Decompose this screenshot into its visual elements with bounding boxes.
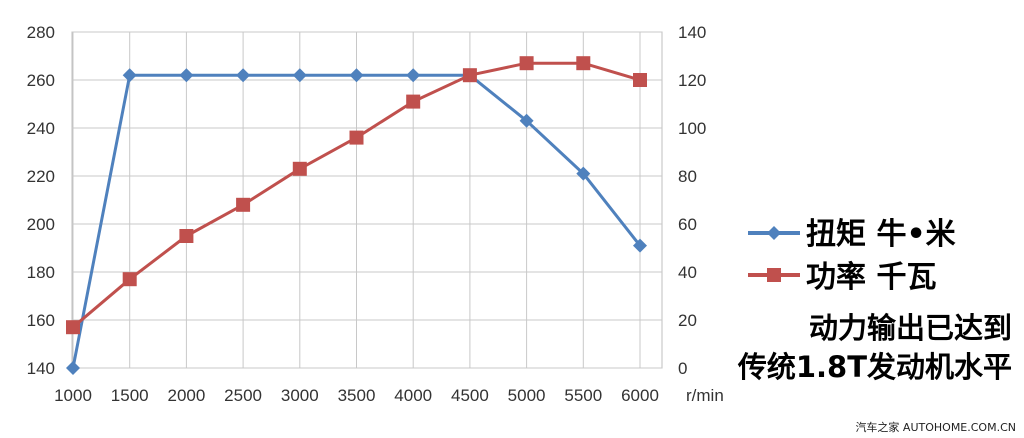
- y-right-tick-label: 140: [678, 23, 706, 42]
- power-data-point: [519, 56, 534, 71]
- x-tick-label: 5500: [564, 386, 602, 405]
- y-right-tick-label: 0: [678, 359, 687, 378]
- y-left-tick-label: 200: [27, 215, 55, 234]
- plot-area: [71, 31, 663, 369]
- torque-data-point: [576, 166, 591, 181]
- x-axis-unit-label: r/min: [686, 386, 724, 405]
- y-left-tick-label: 260: [27, 71, 55, 90]
- torque-data-point: [349, 68, 364, 83]
- x-tick-label: 4000: [394, 386, 432, 405]
- power-data-point: [292, 161, 307, 176]
- x-tick-label: 5000: [508, 386, 546, 405]
- y-left-tick-label: 220: [27, 167, 55, 186]
- y-left-tick-label: 180: [27, 263, 55, 282]
- series-lines: [66, 56, 647, 375]
- torque-data-point: [519, 113, 534, 128]
- legend-label-torque: 扭矩 牛•米: [806, 217, 956, 252]
- y-left-tick-label: 160: [27, 311, 55, 330]
- legend-marker-torque: [767, 226, 781, 240]
- x-tick-label: 2500: [224, 386, 262, 405]
- power-data-point: [122, 272, 137, 287]
- torque-data-point: [633, 238, 647, 253]
- power-data-point: [406, 94, 421, 109]
- y-left-tick-label: 280: [27, 23, 55, 42]
- y-left-tick-label: 240: [27, 119, 55, 138]
- legend-label-power: 功率 千瓦: [806, 260, 936, 295]
- legend: 扭矩 牛•米 功率 千瓦: [748, 217, 956, 295]
- gridlines: [72, 31, 662, 369]
- power-data-point: [633, 73, 647, 87]
- x-tick-label: 6000: [621, 386, 659, 405]
- y-right-tick-label: 60: [678, 215, 697, 234]
- annotation-line-2: 传统1.8T发动机水平: [737, 350, 1012, 384]
- torque-data-point: [406, 68, 421, 83]
- annotation-line-1: 动力输出已达到: [809, 311, 1012, 345]
- torque-data-point: [179, 68, 194, 83]
- power-data-point: [66, 320, 80, 335]
- watermark: 汽车之家 AUTOHOME.COM.CN: [855, 420, 1016, 434]
- axis-tick-labels: 140 160 180 200 220 240 260 280 0 20 40 60 80 100 120 1…: [27, 23, 707, 405]
- power-data-point: [349, 130, 364, 145]
- y-left-tick-label: 140: [27, 359, 55, 378]
- x-tick-label: 1500: [111, 386, 149, 405]
- x-tick-label: 4500: [451, 386, 489, 405]
- power-data-point: [236, 197, 251, 212]
- power-data-point: [179, 229, 194, 243]
- x-tick-label: 3500: [338, 386, 376, 405]
- power-data-point: [576, 56, 591, 71]
- y-right-tick-label: 20: [678, 311, 697, 330]
- y-right-tick-label: 80: [678, 167, 697, 186]
- x-tick-label: 3000: [281, 386, 319, 405]
- x-tick-label: 1000: [54, 386, 92, 405]
- power-data-point: [462, 68, 477, 83]
- torque-data-point: [66, 361, 80, 375]
- torque-data-point: [122, 68, 137, 83]
- y-right-tick-label: 40: [678, 263, 697, 282]
- x-tick-label: 2000: [167, 386, 205, 405]
- torque-data-point: [236, 68, 251, 83]
- torque-data-point: [292, 68, 307, 83]
- legend-marker-power: [767, 268, 781, 282]
- y-right-tick-label: 120: [678, 71, 706, 90]
- y-right-tick-label: 100: [678, 119, 706, 138]
